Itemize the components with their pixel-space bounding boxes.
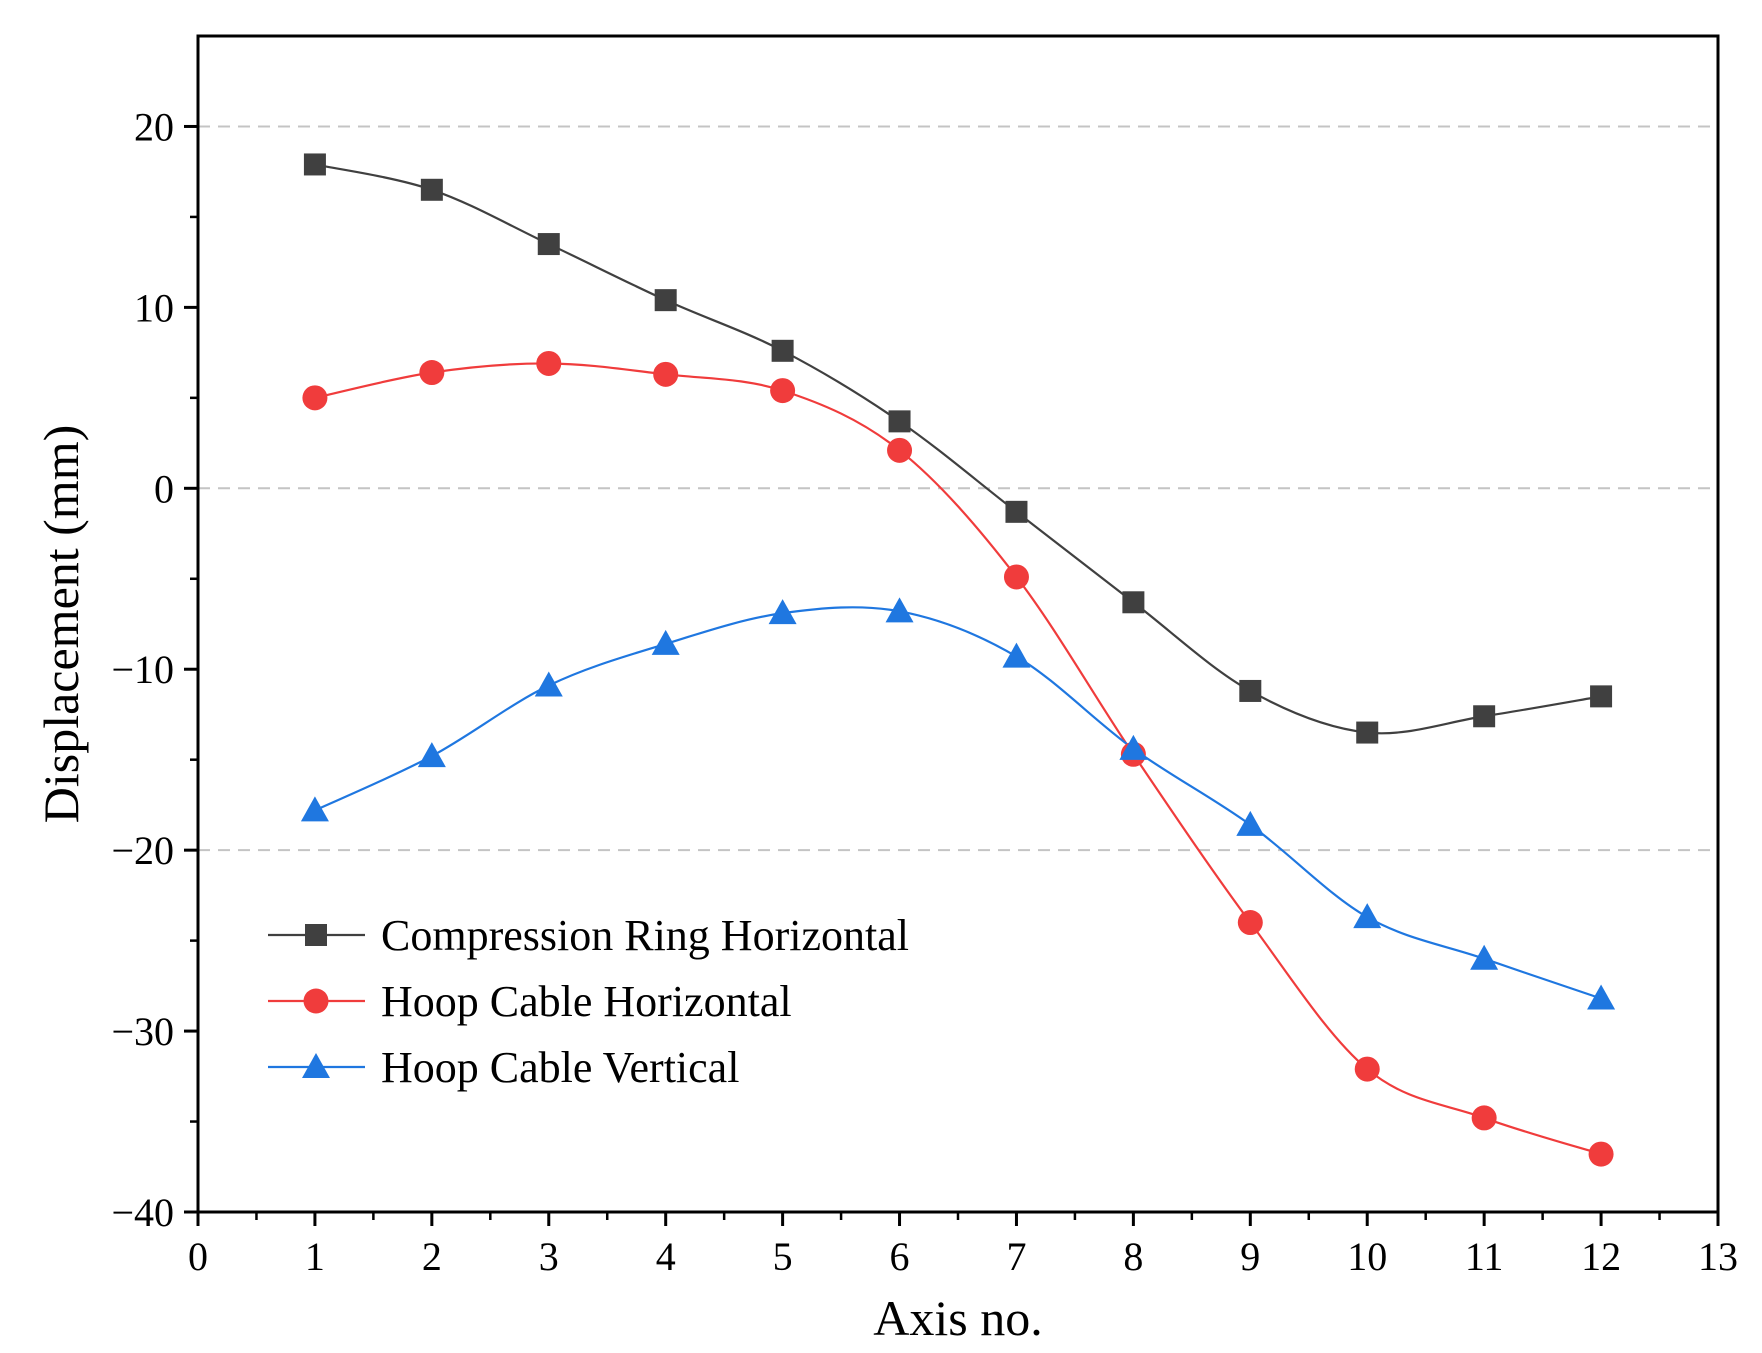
y-tick-label: 20 — [134, 104, 174, 149]
y-tick-label: −30 — [111, 1009, 174, 1054]
data-point-series-1 — [1356, 721, 1379, 744]
x-tick-label: 11 — [1465, 1234, 1504, 1279]
data-point-series-2 — [887, 437, 913, 463]
legend-label: Compression Ring Horizontal — [381, 911, 909, 960]
data-point-series-1 — [1005, 500, 1028, 523]
data-point-series-2 — [419, 360, 445, 386]
x-tick-label: 9 — [1240, 1234, 1260, 1279]
data-point-series-1 — [771, 339, 794, 362]
data-point-series-3 — [885, 597, 914, 623]
y-tick-label: 0 — [154, 466, 174, 511]
data-point-series-3 — [1353, 903, 1382, 929]
x-tick-label: 12 — [1581, 1234, 1621, 1279]
data-point-series-1 — [537, 233, 560, 256]
legend: Compression Ring Horizontal Hoop Cable Ho… — [268, 911, 909, 1092]
data-point-series-3 — [651, 629, 680, 655]
data-point-series-3 — [1470, 944, 1499, 970]
x-axis-title: Axis no. — [873, 1290, 1042, 1346]
data-point-series-2 — [1354, 1056, 1380, 1082]
data-point-series-3 — [417, 742, 446, 768]
data-point-series-1 — [1473, 705, 1496, 728]
data-point-series-2 — [1003, 564, 1029, 590]
data-point-series-1 — [420, 178, 443, 201]
data-point-series-2 — [1471, 1105, 1497, 1131]
data-point-series-1 — [1590, 685, 1613, 708]
data-point-series-1 — [1122, 591, 1145, 614]
x-tick-label: 5 — [773, 1234, 793, 1279]
legend-label: Hoop Cable Vertical — [381, 1043, 739, 1092]
series-markers — [300, 153, 1616, 1167]
x-tick-label: 1 — [305, 1234, 325, 1279]
data-point-series-1 — [654, 289, 677, 312]
y-tick-label: −40 — [111, 1190, 174, 1235]
data-point-series-2 — [536, 350, 562, 376]
legend-marker — [305, 924, 327, 946]
data-point-series-1 — [888, 410, 911, 433]
data-point-series-3 — [768, 599, 797, 625]
data-point-series-2 — [770, 378, 796, 404]
series-line-3 — [314, 606, 1602, 1000]
x-tick-label: 4 — [656, 1234, 676, 1279]
data-point-series-3 — [300, 796, 329, 822]
data-point-series-1 — [303, 153, 326, 176]
data-point-series-2 — [1237, 910, 1263, 936]
data-point-series-3 — [1119, 734, 1148, 760]
data-point-series-2 — [1588, 1141, 1614, 1167]
y-axis-title: Displacement (mm) — [33, 425, 89, 824]
x-tick-label: 13 — [1698, 1234, 1738, 1279]
y-tick-label: 10 — [134, 285, 174, 330]
x-tick-label: 3 — [539, 1234, 559, 1279]
legend-marker — [303, 988, 329, 1014]
gridlines — [198, 125, 1718, 852]
data-point-series-3 — [1002, 642, 1031, 668]
data-point-series-2 — [653, 361, 679, 387]
x-tick-label: 8 — [1123, 1234, 1143, 1279]
x-tick-label: 2 — [422, 1234, 442, 1279]
data-point-series-3 — [1236, 810, 1265, 836]
x-tick-label: 10 — [1347, 1234, 1387, 1279]
data-point-series-3 — [1587, 984, 1616, 1010]
x-tick-label: 6 — [890, 1234, 910, 1279]
x-tick-label: 0 — [188, 1234, 208, 1279]
y-tick-label: −10 — [111, 647, 174, 692]
x-tick-label: 7 — [1006, 1234, 1026, 1279]
legend-label: Hoop Cable Horizontal — [381, 977, 792, 1026]
data-point-series-2 — [302, 385, 328, 411]
data-point-series-3 — [534, 671, 563, 697]
legend-marker — [302, 1053, 330, 1078]
y-tick-label: −20 — [111, 828, 174, 873]
data-point-series-1 — [1239, 679, 1262, 702]
